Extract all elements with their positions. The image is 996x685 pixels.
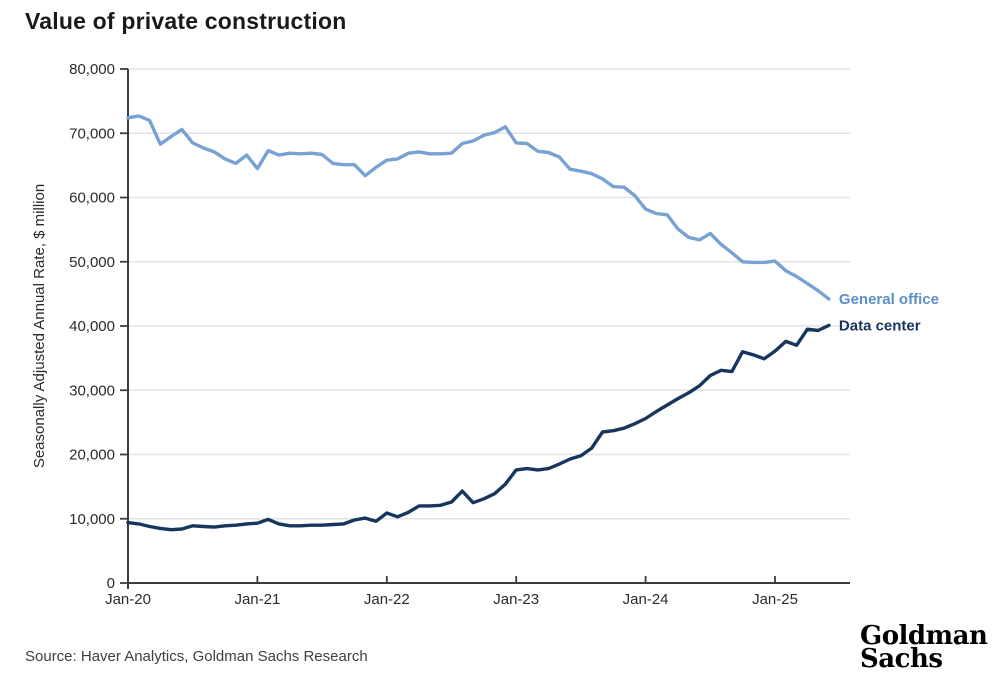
y-tick-label: 10,000 xyxy=(69,511,115,528)
y-tick-label: 20,000 xyxy=(69,447,115,464)
x-tick-label: Jan-20 xyxy=(105,591,151,608)
y-tick-label: 50,000 xyxy=(69,254,115,271)
logo-line-2: Sachs xyxy=(860,644,943,674)
y-tick-label: 30,000 xyxy=(69,382,115,399)
y-tick-label: 60,000 xyxy=(69,190,115,207)
logo-line-1: Goldman xyxy=(860,621,988,651)
goldman-sachs-logo: Goldman Sachs xyxy=(860,621,988,674)
y-tick-label: 70,000 xyxy=(69,125,115,142)
y-axis-title: Seasonally Adjusted Annual Rate, $ milli… xyxy=(31,184,48,468)
x-tick-label: Jan-24 xyxy=(623,591,669,608)
series-line-general-office xyxy=(126,114,831,301)
source-note: Source: Haver Analytics, Goldman Sachs R… xyxy=(25,648,368,665)
x-tick-label: Jan-21 xyxy=(234,591,280,608)
chart-title: Value of private construction xyxy=(25,8,347,34)
series-label-general-office: General office xyxy=(839,291,939,308)
x-tick-label: Jan-25 xyxy=(752,591,798,608)
series-label-data-center: Data center xyxy=(839,317,921,334)
x-tick-label: Jan-23 xyxy=(493,591,539,608)
y-tick-label: 0 xyxy=(107,575,115,592)
x-tick-label: Jan-22 xyxy=(364,591,410,608)
series-line-data-center xyxy=(126,323,831,532)
y-tick-label: 80,000 xyxy=(69,61,115,78)
y-tick-label: 40,000 xyxy=(69,318,115,335)
